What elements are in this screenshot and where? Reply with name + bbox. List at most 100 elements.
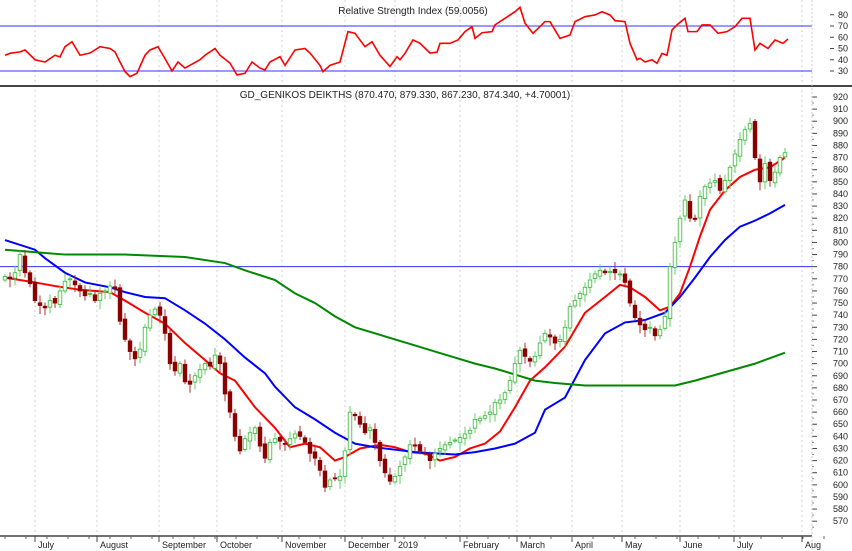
candle-body: [772, 171, 778, 184]
candle-down: [132, 346, 138, 367]
candle-up: [732, 149, 738, 174]
candle-up: [62, 273, 68, 294]
candle-body: [77, 285, 83, 292]
candle-down: [237, 429, 243, 455]
candle-up: [327, 477, 333, 491]
candle-body: [682, 199, 688, 217]
rsi-tick-label: 60: [838, 32, 848, 42]
x-tick-label: November: [285, 540, 327, 550]
price-panel: GD_GENIKOS DEIKTHS (870.470, 879.330, 86…: [0, 90, 848, 528]
candle-up: [452, 437, 458, 444]
candle-down: [257, 422, 263, 453]
candle-down: [692, 214, 698, 222]
candle-down: [627, 278, 633, 307]
candle-down: [27, 270, 33, 288]
rsi-tick-label: 40: [838, 55, 848, 65]
candle-down: [112, 279, 118, 294]
candle-up: [672, 236, 678, 275]
candle-up: [492, 398, 498, 422]
candle-down: [42, 302, 48, 316]
candle-body: [147, 314, 153, 329]
candle-body: [32, 281, 38, 302]
candle-body: [342, 450, 348, 477]
candle-up: [737, 132, 743, 163]
candle-up: [57, 286, 63, 309]
x-tick-label: March: [520, 540, 545, 550]
candle-down: [167, 329, 173, 370]
candle-body: [307, 442, 313, 454]
candle-up: [502, 390, 508, 405]
candle-up: [582, 282, 588, 303]
candle-up: [542, 329, 548, 344]
candle-down: [637, 311, 643, 334]
candle-body: [577, 292, 583, 299]
candle-up: [137, 341, 143, 364]
candle-up: [742, 126, 748, 145]
candle-body: [57, 290, 63, 305]
candle-body: [537, 342, 543, 357]
candle-down: [632, 300, 638, 321]
candle-down: [157, 302, 163, 324]
candle-body: [752, 121, 758, 158]
candle-up: [442, 441, 448, 455]
candle-up: [202, 361, 208, 375]
price-tick-label: 750: [833, 298, 848, 308]
candle-down: [322, 464, 328, 493]
price-tick-label: 590: [833, 492, 848, 502]
candle-body: [447, 442, 453, 446]
x-tick-label: April: [575, 540, 593, 550]
candle-body: [152, 308, 158, 315]
candle-body: [82, 289, 88, 297]
candle-body: [407, 444, 413, 459]
candle-up: [212, 347, 218, 371]
candle-body: [232, 413, 238, 437]
candle-down: [687, 194, 693, 222]
candle-up: [292, 430, 298, 443]
candle-up: [367, 424, 373, 440]
candle-body: [697, 195, 703, 219]
candle-down: [552, 334, 558, 351]
candle-down: [162, 309, 168, 341]
candle-up: [772, 166, 778, 188]
candle-body: [237, 435, 243, 452]
candle-body: [667, 266, 673, 319]
candle-body: [717, 178, 723, 191]
candle-body: [622, 273, 628, 283]
candle-body: [517, 349, 523, 365]
candle-body: [247, 432, 253, 442]
candle-up: [657, 324, 663, 340]
candle-up: [247, 426, 253, 450]
candle-body: [22, 255, 28, 274]
candle-down: [122, 312, 128, 342]
candle-up: [517, 346, 523, 373]
time-x-axis: July August September October November Decemb…: [4, 536, 825, 550]
x-tick-label: August: [100, 540, 129, 550]
candle-down: [317, 456, 323, 477]
price-tick-label: 730: [833, 322, 848, 332]
candle-up: [702, 184, 708, 206]
candle-up: [272, 432, 278, 445]
candle-up: [67, 275, 73, 289]
price-tick-label: 870: [833, 153, 848, 163]
candle-body: [542, 332, 548, 342]
x-tick-label: June: [683, 540, 703, 550]
candle-body: [7, 276, 13, 280]
price-tick-label: 840: [833, 189, 848, 199]
candle-body: [647, 326, 653, 329]
candle-body: [252, 427, 258, 434]
price-tick-label: 860: [833, 165, 848, 175]
candle-down: [302, 435, 308, 445]
candle-down: [547, 328, 553, 346]
candle-down: [117, 284, 123, 325]
price-tick-label: 880: [833, 140, 848, 150]
candle-body: [417, 444, 423, 452]
candle-up: [572, 294, 578, 309]
candle-down: [207, 357, 213, 370]
candle-body: [547, 334, 553, 338]
price-tick-label: 710: [833, 347, 848, 357]
candle-up: [192, 372, 198, 390]
candle-up: [497, 393, 503, 410]
candle-down: [652, 326, 658, 341]
candle-body: [587, 279, 593, 288]
candle-body: [557, 338, 563, 342]
